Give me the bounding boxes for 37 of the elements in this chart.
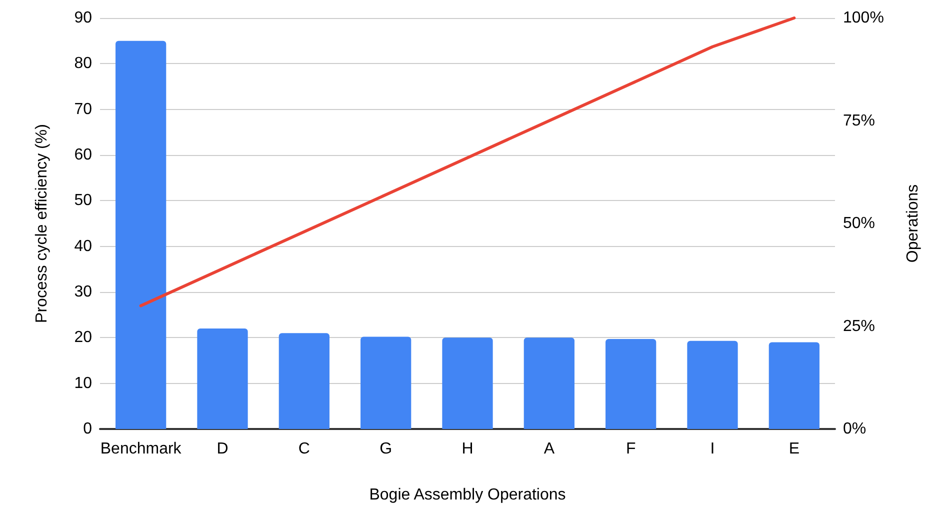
bar bbox=[360, 336, 412, 429]
x-tick-label: C bbox=[298, 440, 310, 458]
y-tick-label: 40 bbox=[74, 238, 92, 255]
y-tick-label: 80 bbox=[74, 55, 92, 72]
y-tick-label: 50 bbox=[74, 192, 92, 210]
bar bbox=[768, 342, 820, 429]
y-axis-title: Process cycle efficiency (%) bbox=[34, 124, 50, 323]
x-tick-label: H bbox=[462, 440, 474, 458]
y-tick-label: 90 bbox=[74, 10, 92, 26]
y-tick-label: 10 bbox=[74, 374, 92, 392]
bar bbox=[116, 40, 166, 429]
y2-axis-title: Operations bbox=[904, 184, 922, 263]
bar bbox=[197, 328, 248, 429]
y-tick-label: 0 bbox=[83, 420, 92, 438]
x-tick-label: A bbox=[544, 440, 555, 458]
y2-tick-label: 25% bbox=[843, 318, 876, 335]
y2-tick-label: 100% bbox=[843, 10, 884, 26]
bar bbox=[524, 338, 574, 429]
bar bbox=[606, 339, 656, 429]
x-tick-label: F bbox=[626, 440, 636, 458]
x-tick-label: G bbox=[380, 440, 392, 458]
y-tick-label: 20 bbox=[74, 329, 92, 346]
y-tick-label: 70 bbox=[74, 100, 92, 118]
y2-tick-label: 75% bbox=[843, 112, 876, 130]
line-series bbox=[139, 16, 796, 308]
y2-tick-label: 0% bbox=[843, 420, 866, 438]
bar bbox=[687, 340, 738, 429]
bar bbox=[278, 333, 330, 429]
y-tick-label: 60 bbox=[74, 146, 92, 164]
y2-tick-label: 50% bbox=[843, 215, 876, 232]
x-tick-label: Benchmark bbox=[100, 440, 182, 458]
y-tick-label: 30 bbox=[74, 284, 92, 300]
bar bbox=[442, 338, 493, 429]
x-tick-label: I bbox=[710, 440, 715, 458]
x-tick-label: D bbox=[216, 440, 228, 458]
x-axis-title: Bogie Assembly Operations bbox=[369, 486, 566, 504]
x-tick-label: E bbox=[788, 440, 800, 458]
